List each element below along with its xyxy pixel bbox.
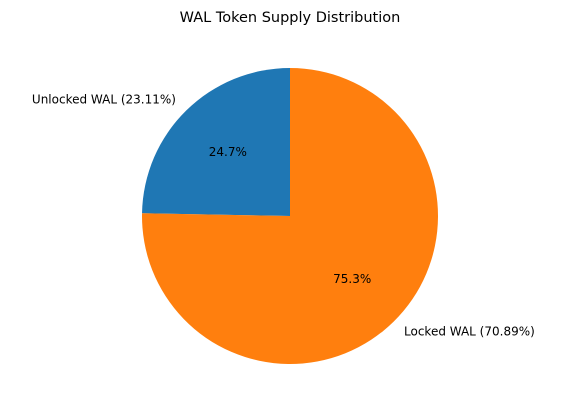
pie-slice: [142, 68, 290, 216]
value-label: 75.3%: [333, 272, 371, 286]
pie-slice: [142, 68, 438, 365]
chart-title: WAL Token Supply Distribution: [180, 10, 401, 26]
slice-label: Locked WAL (70.89%): [404, 325, 535, 339]
value-label: 24.7%: [209, 145, 247, 159]
slice-label: Unlocked WAL (23.11%): [32, 92, 176, 106]
